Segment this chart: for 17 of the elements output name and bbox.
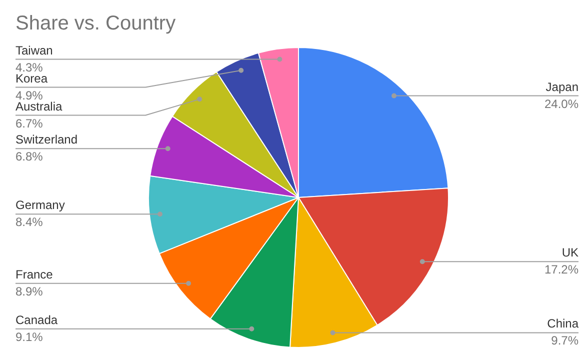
data-label: 6.8%: [16, 150, 44, 164]
slice-label: UK: [562, 246, 578, 260]
data-label: 17.2%: [544, 262, 579, 277]
slice-label: France: [16, 267, 54, 282]
data-label: 9.7%: [551, 334, 579, 348]
slice-label: Switzerland: [16, 132, 78, 147]
slice-label: Japan: [546, 80, 579, 94]
data-label: 8.9%: [16, 284, 44, 298]
chart-title: Share vs. Country: [16, 12, 176, 34]
data-label: 24.0%: [544, 96, 579, 111]
slice-label: Germany: [16, 198, 65, 212]
data-label: 9.1%: [16, 330, 44, 344]
data-label: 8.4%: [16, 215, 44, 230]
slice-label: Taiwan: [16, 43, 53, 58]
slice-label: China: [547, 316, 579, 331]
data-label: 6.7%: [16, 116, 44, 130]
slice-label: Canada: [16, 312, 58, 327]
